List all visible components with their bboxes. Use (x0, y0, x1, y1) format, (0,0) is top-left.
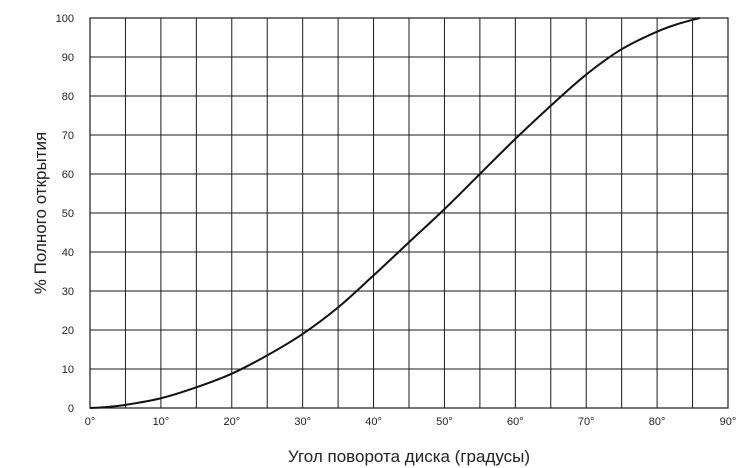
y-tick-label: 30 (62, 286, 74, 298)
y-tick-label: 10 (62, 364, 74, 376)
plot-frame (89, 17, 729, 409)
y-tick-label: 90 (62, 52, 74, 64)
y-tick-label: 70 (62, 130, 74, 142)
y-tick-label: 60 (62, 169, 74, 181)
y-tick-label: 20 (62, 325, 74, 337)
x-tick-label: 50° (436, 416, 453, 428)
y-tick-label: 50 (62, 208, 74, 220)
x-axis-label: Угол поворота диска (градусы) (288, 447, 530, 466)
series-layer (89, 17, 700, 409)
x-tick-label: 10° (153, 416, 170, 428)
y-tick-label: 80 (62, 91, 74, 103)
x-tick-label: 90° (720, 416, 737, 428)
x-tick-label: 20° (223, 416, 240, 428)
grid-lines (90, 18, 728, 408)
y-tick-label: 40 (62, 247, 74, 259)
x-tick-label: 80° (649, 416, 666, 428)
y-tick-labels: 0 10 20 30 40 50 60 70 80 90 100 (56, 13, 74, 415)
x-tick-label: 0° (85, 416, 96, 428)
x-tick-labels: 0° 10° 20° 30° 40° 50° 60° 70° 80° 90° (85, 416, 737, 428)
y-tick-label: 100 (56, 13, 74, 25)
y-axis-label: % Полного открытия (31, 132, 50, 294)
x-tick-label: 30° (294, 416, 311, 428)
x-tick-label: 70° (578, 416, 595, 428)
x-tick-label: 60° (507, 416, 524, 428)
y-tick-label: 0 (68, 403, 74, 415)
x-tick-label: 40° (365, 416, 382, 428)
series-line (89, 17, 700, 409)
